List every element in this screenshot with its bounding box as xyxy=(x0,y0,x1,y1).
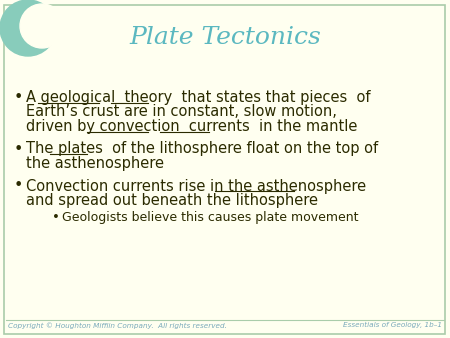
Text: A geological  theory  that states that pieces  of: A geological theory that states that pie… xyxy=(26,90,370,105)
Text: and spread out beneath the lithosphere: and spread out beneath the lithosphere xyxy=(26,193,318,208)
Text: Copyright © Houghton Mifflin Company.  All rights reserved.: Copyright © Houghton Mifflin Company. Al… xyxy=(8,322,227,329)
Text: •: • xyxy=(52,211,60,223)
Text: Convection currents rise in the asthenosphere: Convection currents rise in the asthenos… xyxy=(26,178,366,193)
Text: Geologists believe this causes plate movement: Geologists believe this causes plate mov… xyxy=(62,211,359,223)
Text: Plate Tectonics: Plate Tectonics xyxy=(129,26,321,49)
Text: The plates  of the lithosphere float on the top of: The plates of the lithosphere float on t… xyxy=(26,142,378,156)
Text: the asthenosphere: the asthenosphere xyxy=(26,156,164,171)
Circle shape xyxy=(20,4,64,48)
Circle shape xyxy=(0,0,56,56)
Text: •: • xyxy=(14,142,23,156)
Text: Earth’s crust are in constant, slow motion,: Earth’s crust are in constant, slow moti… xyxy=(26,104,337,120)
FancyBboxPatch shape xyxy=(4,5,445,334)
Text: •: • xyxy=(14,178,23,193)
Text: driven by convection  currents  in the mantle: driven by convection currents in the man… xyxy=(26,119,357,134)
Text: Essentials of Geology, 1b–1: Essentials of Geology, 1b–1 xyxy=(343,322,442,328)
Text: •: • xyxy=(14,90,23,105)
